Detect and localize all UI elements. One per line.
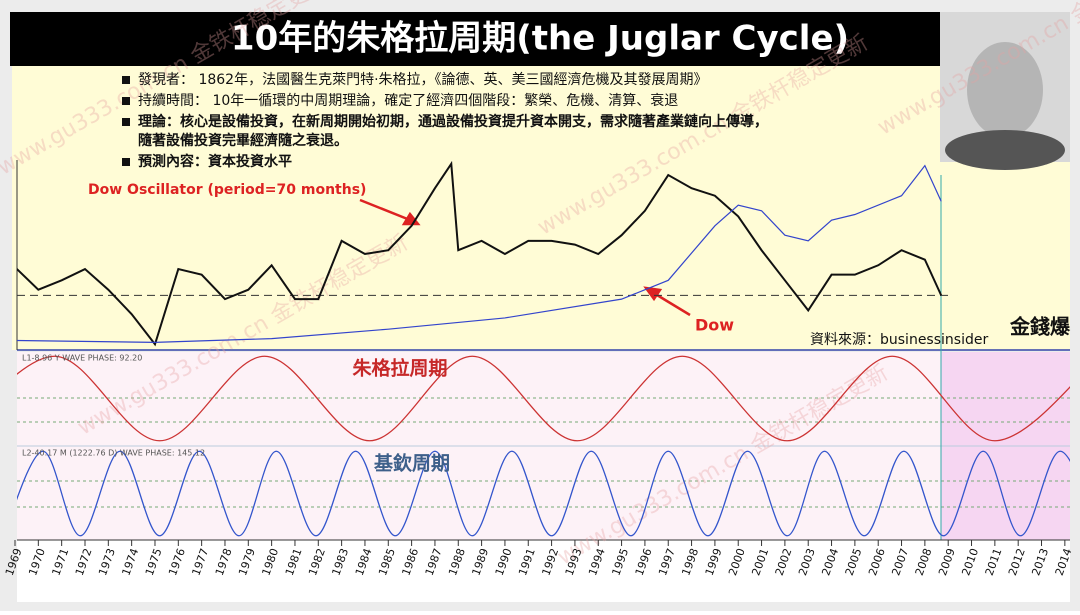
note-text: 理論：核心是設備投資，在新周期開始初期，通過設備投資提升資本開支，需求隨著產業鏈… (138, 113, 768, 130)
annotation: Dow (695, 316, 734, 335)
source: 資料來源：businessinsider (810, 332, 988, 348)
bullet (122, 158, 130, 166)
note-text: 隨著設備投資完畢經濟隨之衰退。 (138, 132, 348, 149)
bullet (122, 76, 130, 84)
wave-label: 朱格拉周期 (352, 357, 447, 380)
wave-caption: L2-40.17 M (1222.76 D) WAVE PHASE: 145.1… (22, 449, 205, 458)
logo: 金錢爆 (1009, 315, 1071, 339)
annotation: Dow Oscillator (period=70 months) (88, 182, 366, 198)
note-text: 持續時間： 10年一循環的中周期理論，確定了經濟四個階段：繁榮、危機、清算、衰退 (138, 92, 678, 109)
wave-label: 基欽周期 (373, 452, 450, 475)
note-text: 發現者： 1862年，法國醫生克萊門特·朱格拉，《論德、英、美三國經濟危機及其發… (138, 71, 708, 88)
title: 10年的朱格拉周期(the Juglar Cycle) (231, 19, 849, 59)
wave-caption: L1-8.96 Y WAVE PHASE: 92.20 (22, 354, 142, 363)
bullet (122, 118, 130, 126)
note-text: 預測內容：資本投資水平 (138, 153, 292, 170)
bullet (122, 97, 130, 105)
